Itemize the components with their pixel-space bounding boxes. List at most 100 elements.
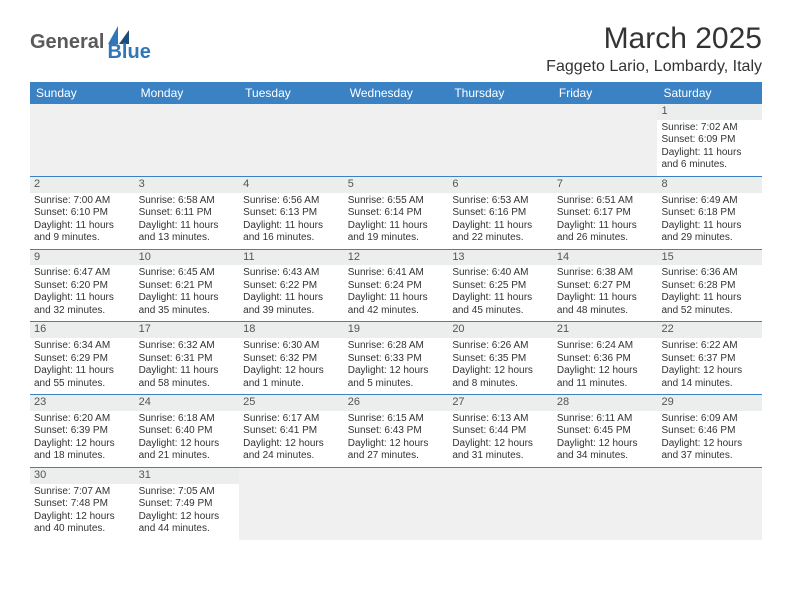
- weekday-header: Monday: [135, 82, 240, 104]
- day-cell: 28 Sunrise: 6:11 AMSunset: 6:45 PMDayligh…: [553, 395, 658, 467]
- day-number: 23: [30, 395, 135, 411]
- week-row: 30 Sunrise: 7:07 AMSunset: 7:48 PMDayligh…: [30, 468, 762, 540]
- day-details: Sunrise: 7:05 AMSunset: 7:49 PMDaylight:…: [139, 486, 236, 536]
- day-details: Sunrise: 6:45 AMSunset: 6:21 PMDaylight:…: [139, 267, 236, 317]
- day-details: Sunrise: 6:51 AMSunset: 6:17 PMDaylight:…: [557, 195, 654, 245]
- day-cell: 21 Sunrise: 6:24 AMSunset: 6:36 PMDayligh…: [553, 322, 658, 394]
- day-cell-blank: [657, 468, 762, 540]
- day-cell-blank: [553, 104, 658, 176]
- day-cell: 2 Sunrise: 7:00 AMSunset: 6:10 PMDaylight…: [30, 177, 135, 249]
- day-cell-blank: [344, 104, 449, 176]
- day-details: Sunrise: 6:40 AMSunset: 6:25 PMDaylight:…: [452, 267, 549, 317]
- day-details: Sunrise: 6:11 AMSunset: 6:45 PMDaylight:…: [557, 413, 654, 463]
- month-title: March 2025: [546, 22, 762, 56]
- day-details: Sunrise: 6:30 AMSunset: 6:32 PMDaylight:…: [243, 340, 340, 390]
- day-details: Sunrise: 6:20 AMSunset: 6:39 PMDaylight:…: [34, 413, 131, 463]
- day-details: Sunrise: 6:43 AMSunset: 6:22 PMDaylight:…: [243, 267, 340, 317]
- day-details: Sunrise: 6:18 AMSunset: 6:40 PMDaylight:…: [139, 413, 236, 463]
- day-cell-blank: [239, 104, 344, 176]
- day-number: 30: [30, 468, 135, 484]
- day-details: Sunrise: 6:53 AMSunset: 6:16 PMDaylight:…: [452, 195, 549, 245]
- day-cell-blank: [30, 104, 135, 176]
- day-cell-blank: [239, 468, 344, 540]
- week-row: 23 Sunrise: 6:20 AMSunset: 6:39 PMDayligh…: [30, 395, 762, 468]
- week-row: 9Sunrise: 6:47 AMSunset: 6:20 PMDaylight…: [30, 250, 762, 323]
- day-cell-blank: [135, 104, 240, 176]
- logo-text-general: General: [30, 31, 104, 54]
- day-details: Sunrise: 7:00 AMSunset: 6:10 PMDaylight:…: [34, 195, 131, 245]
- day-details: Sunrise: 6:32 AMSunset: 6:31 PMDaylight:…: [139, 340, 236, 390]
- day-cell: 3Sunrise: 6:58 AMSunset: 6:11 PMDaylight…: [135, 177, 240, 249]
- day-number: 12: [344, 250, 449, 266]
- day-cell: 9Sunrise: 6:47 AMSunset: 6:20 PMDaylight…: [30, 250, 135, 322]
- logo-text-blue: Blue: [107, 41, 150, 64]
- day-cell: 17 Sunrise: 6:32 AMSunset: 6:31 PMDayligh…: [135, 322, 240, 394]
- day-cell: 31 Sunrise: 7:05 AMSunset: 7:49 PMDayligh…: [135, 468, 240, 540]
- day-cell: 23 Sunrise: 6:20 AMSunset: 6:39 PMDayligh…: [30, 395, 135, 467]
- day-cell: 13Sunrise: 6:40 AMSunset: 6:25 PMDayligh…: [448, 250, 553, 322]
- day-details: Sunrise: 6:34 AMSunset: 6:29 PMDaylight:…: [34, 340, 131, 390]
- day-number: 2: [30, 177, 135, 193]
- day-cell: 6 Sunrise: 6:53 AMSunset: 6:16 PMDaylight…: [448, 177, 553, 249]
- day-number: 26: [344, 395, 449, 411]
- day-number: 10: [135, 250, 240, 266]
- weekday-header: Friday: [553, 82, 658, 104]
- day-number: 28: [553, 395, 658, 411]
- week-row: 1Sunrise: 7:02 AMSunset: 6:09 PMDaylight…: [30, 104, 762, 177]
- day-cell-blank: [553, 468, 658, 540]
- weekday-header: Tuesday: [239, 82, 344, 104]
- day-cell: 12Sunrise: 6:41 AMSunset: 6:24 PMDayligh…: [344, 250, 449, 322]
- weekday-header: Saturday: [657, 82, 762, 104]
- day-number: 16: [30, 322, 135, 338]
- day-cell: 18Sunrise: 6:30 AMSunset: 6:32 PMDayligh…: [239, 322, 344, 394]
- calendar: SundayMondayTuesdayWednesdayThursdayFrid…: [30, 82, 762, 540]
- day-details: Sunrise: 6:36 AMSunset: 6:28 PMDaylight:…: [661, 267, 758, 317]
- day-cell: 27Sunrise: 6:13 AMSunset: 6:44 PMDayligh…: [448, 395, 553, 467]
- day-number: 6: [448, 177, 553, 193]
- day-cell: 14Sunrise: 6:38 AMSunset: 6:27 PMDayligh…: [553, 250, 658, 322]
- weeks-container: 1Sunrise: 7:02 AMSunset: 6:09 PMDaylight…: [30, 104, 762, 540]
- day-number: 19: [344, 322, 449, 338]
- day-details: Sunrise: 6:26 AMSunset: 6:35 PMDaylight:…: [452, 340, 549, 390]
- day-details: Sunrise: 7:02 AMSunset: 6:09 PMDaylight:…: [661, 122, 758, 172]
- day-number: 14: [553, 250, 658, 266]
- day-number: 27: [448, 395, 553, 411]
- day-number: 31: [135, 468, 240, 484]
- day-cell: 5 Sunrise: 6:55 AMSunset: 6:14 PMDaylight…: [344, 177, 449, 249]
- day-cell: 1Sunrise: 7:02 AMSunset: 6:09 PMDaylight…: [657, 104, 762, 176]
- location: Faggeto Lario, Lombardy, Italy: [546, 58, 762, 76]
- day-number: 15: [657, 250, 762, 266]
- day-cell: 24 Sunrise: 6:18 AMSunset: 6:40 PMDayligh…: [135, 395, 240, 467]
- day-cell: 25Sunrise: 6:17 AMSunset: 6:41 PMDayligh…: [239, 395, 344, 467]
- weekday-header: Wednesday: [344, 82, 449, 104]
- calendar-page: General Blue March 2025 Faggeto Lario, L…: [0, 0, 792, 550]
- day-details: Sunrise: 6:49 AMSunset: 6:18 PMDaylight:…: [661, 195, 758, 245]
- day-cell: 19 Sunrise: 6:28 AMSunset: 6:33 PMDayligh…: [344, 322, 449, 394]
- day-details: Sunrise: 6:24 AMSunset: 6:36 PMDaylight:…: [557, 340, 654, 390]
- day-cell: 16 Sunrise: 6:34 AMSunset: 6:29 PMDayligh…: [30, 322, 135, 394]
- day-number: 20: [448, 322, 553, 338]
- weekday-header: Sunday: [30, 82, 135, 104]
- header: General Blue March 2025 Faggeto Lario, L…: [30, 22, 762, 76]
- day-number: 11: [239, 250, 344, 266]
- day-number: 22: [657, 322, 762, 338]
- day-details: Sunrise: 7:07 AMSunset: 7:48 PMDaylight:…: [34, 486, 131, 536]
- day-details: Sunrise: 6:41 AMSunset: 6:24 PMDaylight:…: [348, 267, 445, 317]
- day-cell: 11Sunrise: 6:43 AMSunset: 6:22 PMDayligh…: [239, 250, 344, 322]
- day-number: 17: [135, 322, 240, 338]
- logo: General Blue: [30, 26, 175, 59]
- day-cell: 10Sunrise: 6:45 AMSunset: 6:21 PMDayligh…: [135, 250, 240, 322]
- day-number: 24: [135, 395, 240, 411]
- day-details: Sunrise: 6:38 AMSunset: 6:27 PMDaylight:…: [557, 267, 654, 317]
- day-number: 5: [344, 177, 449, 193]
- day-number: 7: [553, 177, 658, 193]
- day-cell: 29Sunrise: 6:09 AMSunset: 6:46 PMDayligh…: [657, 395, 762, 467]
- day-cell-blank: [344, 468, 449, 540]
- day-number: 9: [30, 250, 135, 266]
- day-details: Sunrise: 6:55 AMSunset: 6:14 PMDaylight:…: [348, 195, 445, 245]
- day-number: 13: [448, 250, 553, 266]
- day-details: Sunrise: 6:28 AMSunset: 6:33 PMDaylight:…: [348, 340, 445, 390]
- day-cell-blank: [448, 468, 553, 540]
- day-details: Sunrise: 6:22 AMSunset: 6:37 PMDaylight:…: [661, 340, 758, 390]
- day-number: 21: [553, 322, 658, 338]
